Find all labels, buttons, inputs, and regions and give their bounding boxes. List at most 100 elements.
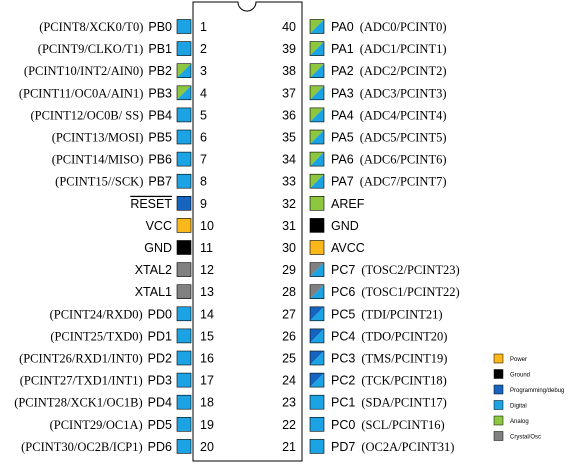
pin-25-number: 25 [282, 352, 296, 366]
legend-label-analog: Analog [510, 419, 529, 425]
pin-17-name-pd3: PD3 [148, 374, 172, 388]
pin-3-name-pb2: PB2 [148, 64, 172, 78]
pin-26-name-pc4: PC4 [331, 329, 355, 343]
pin-4-swatch-border [176, 85, 192, 101]
pin-40-swatch [309, 19, 325, 34]
pin-18: 18 PD4 (PCINT28/XCK1/OC1B) [14, 394, 214, 410]
pin-22-number: 22 [282, 418, 296, 432]
pin-10-number: 10 [200, 219, 214, 233]
pin-14-name-pd0: PD0 [148, 307, 172, 321]
pin-40-swatch-border [309, 19, 325, 34]
pin-9-swatch-fill [177, 196, 191, 211]
pin-31: 31 GND [282, 218, 359, 233]
pin-13-number: 13 [200, 285, 214, 299]
pin-22-name-pc0: PC0 [331, 418, 355, 432]
pin-18-swatch [176, 394, 192, 410]
pin-12-name-xtal2: XTAL2 [135, 263, 172, 277]
pin-24-alt-functions: (TCK/PCINT18) [361, 374, 446, 388]
pin-3-number: 3 [200, 64, 207, 78]
pin-33-name-pa7: PA7 [331, 175, 354, 189]
pin-11-name-gnd: GND [144, 241, 172, 255]
pin-22: 22 PC0 (SCL/PCINT16) [282, 416, 445, 432]
pin-24: 24 PC2 (TCK/PCINT18) [282, 372, 447, 388]
pin-1-swatch-fill [177, 19, 191, 34]
legend-swatch-ground [493, 369, 504, 379]
pin-23: 23 PC1 (SDA/PCINT17) [282, 394, 447, 410]
pin-35-alt-functions: (ADC5/PCINT5) [360, 131, 447, 145]
pin-8-alt-functions: (PCINT15//SCK) [55, 175, 143, 189]
pin-34-swatch-border [309, 151, 325, 167]
pin-7-name-pb6: PB6 [148, 153, 172, 167]
pin-14-number: 14 [200, 307, 214, 321]
pin-19-alt-functions: (PCINT29/OC1A) [50, 418, 143, 432]
pin-26-swatch-border [309, 328, 325, 344]
pin-7-swatch-border [176, 151, 192, 167]
pin-39-swatch-border [309, 41, 325, 56]
pin-29: 29 PC7 (TOSC2/PCINT23) [282, 262, 460, 277]
pin-11-swatch-fill [177, 240, 191, 255]
pin-16-swatch [176, 350, 192, 366]
pin-6-swatch-fill [177, 130, 191, 144]
pin-2-name-pb1: PB1 [148, 42, 172, 56]
pin-28-swatch-border [309, 284, 325, 300]
pin-5-alt-functions: (PCINT12/OC0B/ SS) [30, 108, 143, 122]
pin-28-swatch-lower [310, 284, 324, 299]
pin-7-swatch-fill [177, 152, 191, 167]
pin-40-alt-functions: (ADC0/PCINT0) [360, 20, 447, 34]
pin-16-name-pd2: PD2 [148, 352, 172, 366]
pin-8-swatch [176, 173, 192, 189]
pin-2-alt-functions: (PCINT9/CLKO/T1) [38, 42, 144, 56]
pin-9-swatch-border [176, 196, 192, 211]
pin-2-number: 2 [200, 42, 207, 56]
pin-27-swatch-lower [310, 306, 324, 321]
pin-31-swatch-fill [310, 218, 324, 233]
pin-17-swatch [176, 372, 192, 388]
pin-24-swatch [309, 372, 325, 388]
legend-swatch-digital [493, 400, 504, 410]
pin-18-swatch-border [176, 394, 192, 410]
pin-25-swatch-lower [310, 351, 324, 365]
pin-27-name-pc5: PC5 [331, 307, 355, 321]
legend-item-ground: Ground [493, 369, 530, 379]
pin-4-alt-functions: (PCINT11/OC0A/AIN1) [19, 86, 144, 100]
pin-2-swatch-fill [177, 41, 191, 56]
pin-12-swatch-border [176, 262, 192, 277]
pin-4-number: 4 [200, 86, 207, 100]
pin-30: 30 AVCC [282, 240, 365, 255]
pin-32-number: 32 [282, 197, 296, 211]
pin-35-swatch [309, 129, 325, 145]
pin-5: 5 PB4 (PCINT12/OC0B/ SS) [30, 107, 207, 123]
pin-2: 2 PB1 (PCINT9/CLKO/T1) [38, 41, 207, 56]
legend-item-power: Power [493, 353, 527, 364]
pin-1-alt-functions: (PCINT8/XCK0/T0) [39, 20, 143, 34]
pin-4-swatch [176, 85, 192, 101]
pin-36-number: 36 [282, 108, 296, 122]
legend: Power Ground Programming/debug Digital Analo… [493, 353, 564, 441]
pin-29-swatch-lower [310, 262, 324, 277]
pin-32-swatch [309, 196, 325, 211]
pin-20-swatch-fill [177, 439, 191, 454]
pin-25-swatch [309, 350, 325, 366]
pin-23-number: 23 [282, 396, 296, 410]
pin-22-swatch-fill [310, 417, 324, 432]
pin-20: 20 PD6 (PCINT30/OC2B/ICP1) [21, 439, 214, 454]
pin-6-swatch [176, 129, 192, 145]
pin-40-swatch-lower [310, 19, 324, 34]
pin-38-swatch [309, 63, 325, 79]
pin-15-number: 15 [200, 329, 214, 343]
pin-2-swatch-border [176, 41, 192, 56]
pin-14-swatch [176, 306, 192, 322]
pin-16-number: 16 [200, 352, 214, 366]
pin-16-swatch-fill [177, 351, 191, 365]
pin-17-swatch-border [176, 372, 192, 388]
pin-37-name-pa3: PA3 [331, 86, 354, 100]
pin-23-name-pc1: PC1 [331, 396, 355, 410]
pin-29-swatch-border [309, 262, 325, 277]
pin-5-swatch [176, 107, 192, 123]
pin-16: 16 PD2 (PCINT26/RXD1/INT0) [19, 350, 214, 366]
pin-32-swatch-border [309, 196, 325, 211]
pin-23-alt-functions: (SDA/PCINT17) [361, 396, 446, 410]
pin-19-swatch [176, 416, 192, 432]
pin-6-swatch-border [176, 129, 192, 145]
pin-33-alt-functions: (ADC7/PCINT7) [360, 175, 447, 189]
